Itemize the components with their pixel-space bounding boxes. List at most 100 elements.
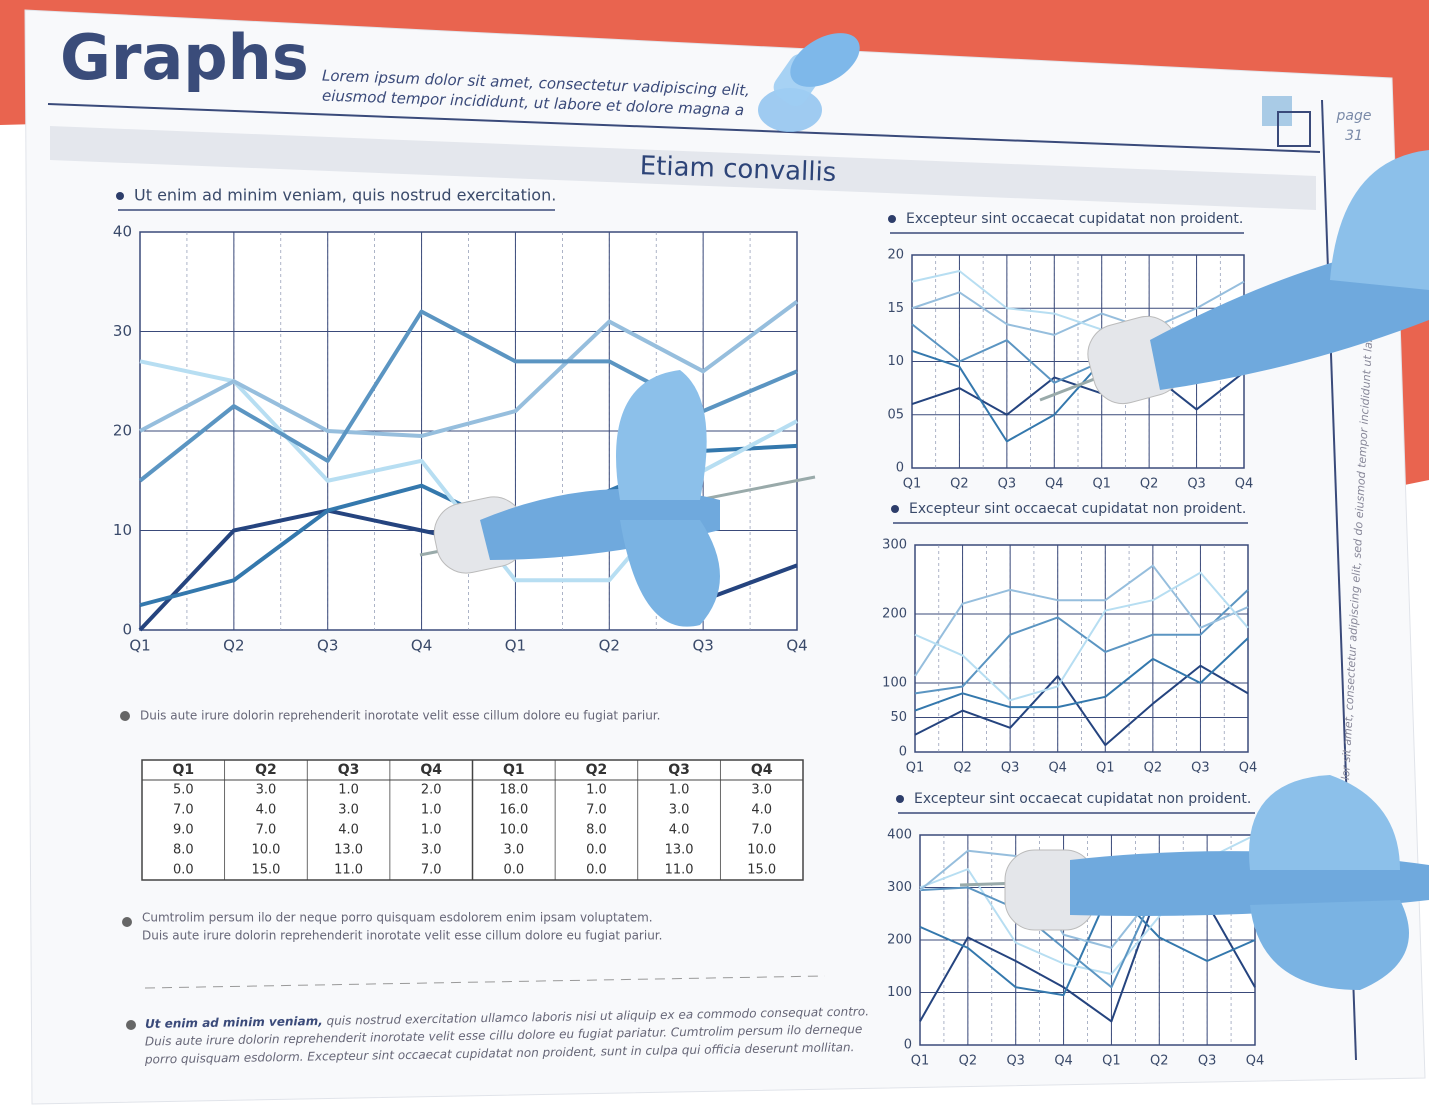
x-tick-label: Q1	[1096, 761, 1115, 776]
bullet	[120, 711, 130, 721]
bullet	[116, 192, 124, 200]
x-tick-label: Q2	[223, 637, 244, 655]
section-title: Etiam convallis	[639, 151, 837, 188]
x-tick-label: Q4	[1239, 761, 1258, 776]
y-tick-label: 100	[887, 985, 912, 1000]
table-cell: 7.0	[586, 803, 607, 818]
table-cell: 0.0	[586, 843, 607, 858]
table-cell: 15.0	[251, 863, 280, 878]
y-tick-label: 0	[122, 621, 132, 639]
x-tick-label: Q1	[129, 637, 150, 655]
table-header: Q4	[420, 762, 442, 778]
y-tick-label: 20	[113, 422, 132, 440]
y-tick-label: 300	[887, 880, 912, 895]
table-cell: 7.0	[173, 803, 194, 818]
x-tick-label: Q2	[1150, 1054, 1169, 1069]
data-table: Q1 Q2 Q3 Q4 Q1 Q2 Q3 Q4 5.0 3.0 1.0 2.0 18.0 1.0 1.0 3.…	[141, 759, 804, 881]
table-cell: 3.0	[256, 783, 277, 798]
y-tick-label: 300	[882, 538, 907, 553]
table-cell: 8.0	[586, 823, 607, 838]
dart	[1039, 150, 1429, 405]
table-cell: 9.0	[173, 823, 194, 838]
x-tick-label: Q2	[959, 1054, 978, 1069]
series-line	[914, 571, 1249, 702]
table-header: Q1	[172, 762, 194, 778]
x-tick-label: Q4	[1048, 761, 1067, 776]
y-tick-label: 10	[887, 354, 904, 369]
bullet	[888, 215, 896, 223]
page-number: 31	[1345, 128, 1363, 144]
table-cell: 7.0	[751, 823, 772, 838]
x-tick-label: Q2	[1140, 477, 1159, 492]
y-tick-label: 0	[899, 745, 907, 760]
table-cell: 4.0	[338, 823, 359, 838]
x-tick-label: Q1	[505, 637, 526, 655]
table-cell: 1.0	[421, 823, 442, 838]
x-tick-label: Q1	[911, 1054, 930, 1069]
x-tick-label: Q2	[599, 637, 620, 655]
dashed-rule	[144, 975, 826, 989]
table-cell: 2.0	[421, 783, 442, 798]
y-tick-label: 05	[887, 407, 904, 422]
paragraph: Duis aute irure dolorin reprehenderit in…	[142, 929, 662, 943]
x-tick-label: Q4	[411, 637, 432, 655]
series-line	[914, 637, 1249, 712]
y-tick-label: 0	[904, 1038, 912, 1053]
y-tick-label: 100	[882, 676, 907, 691]
x-tick-label: Q3	[1001, 761, 1020, 776]
x-tick-label: Q4	[1054, 1054, 1073, 1069]
x-tick-label: Q2	[953, 761, 972, 776]
series-line	[914, 664, 1249, 747]
x-tick-label: Q1	[903, 477, 922, 492]
x-tick-label: Q3	[1198, 1054, 1217, 1069]
y-tick-label: 15	[887, 301, 904, 316]
footer-lead: Ut enim ad minim veniam,	[145, 1013, 323, 1030]
chart-title: Excepteur sint occaecat cupidatat non pr…	[906, 211, 1243, 227]
table-cell: 11.0	[334, 863, 363, 878]
table-cell: 0.0	[503, 863, 524, 878]
table-cell: 1.0	[669, 783, 690, 798]
page-label: page	[1336, 108, 1372, 124]
series-line	[139, 300, 799, 438]
table-header: Q3	[338, 762, 360, 778]
table-header: Q4	[751, 762, 773, 778]
y-tick-label: 0	[896, 461, 904, 476]
table-cell: 13.0	[334, 843, 363, 858]
table-cell: 7.0	[256, 823, 277, 838]
table-cell: 8.0	[173, 843, 194, 858]
table-cell: 5.0	[173, 783, 194, 798]
table-header: Q2	[255, 762, 277, 778]
paragraph: Duis aute irure dolorin reprehenderit in…	[140, 709, 660, 723]
table-cell: 1.0	[586, 783, 607, 798]
y-tick-label: 30	[113, 322, 132, 340]
chart-title: Excepteur sint occaecat cupidatat non pr…	[909, 501, 1246, 517]
x-tick-label: Q3	[692, 637, 713, 655]
table-cell: 16.0	[499, 803, 528, 818]
x-tick-label: Q4	[1045, 477, 1064, 492]
x-tick-label: Q4	[1246, 1054, 1265, 1069]
x-tick-label: Q3	[998, 477, 1017, 492]
dart	[419, 370, 816, 627]
section-band	[50, 126, 1316, 210]
y-tick-label: 50	[890, 710, 907, 725]
y-tick-label: 200	[882, 607, 907, 622]
table-cell: 3.0	[503, 843, 524, 858]
table-cell: 4.0	[751, 803, 772, 818]
y-tick-label: 10	[113, 521, 132, 539]
table-cell: 1.0	[338, 783, 359, 798]
table-cell: 4.0	[669, 823, 690, 838]
table-cell: 1.0	[421, 803, 442, 818]
x-tick-label: Q4	[786, 637, 807, 655]
table-cell: 15.0	[747, 863, 776, 878]
header-title: Graphs	[60, 21, 309, 94]
pushpin	[758, 33, 860, 132]
header-rule	[47, 103, 1321, 153]
bullet	[891, 505, 899, 513]
table-cell: 4.0	[256, 803, 277, 818]
table-cell: 3.0	[338, 803, 359, 818]
x-tick-label: Q1	[1092, 477, 1111, 492]
y-tick-label: 40	[113, 223, 132, 241]
table-cell: 3.0	[751, 783, 772, 798]
table-cell: 11.0	[665, 863, 694, 878]
